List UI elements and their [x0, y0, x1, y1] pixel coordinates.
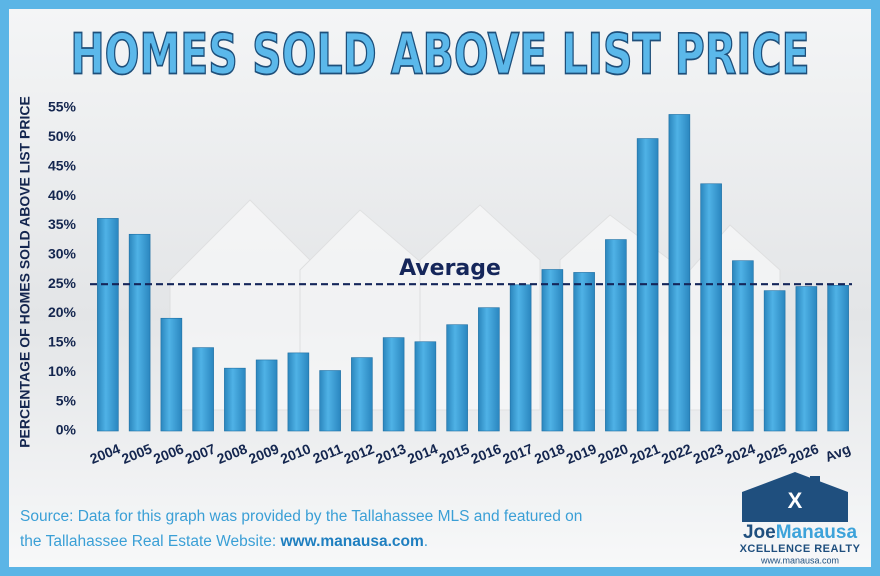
- bar: [160, 317, 183, 432]
- y-tick-label: 25%: [48, 275, 77, 291]
- bar: [509, 284, 532, 432]
- bar: [700, 183, 722, 432]
- y-tick-label: 55%: [48, 99, 77, 115]
- source-end: .: [424, 533, 428, 550]
- y-tick-label: 5%: [56, 392, 77, 408]
- source-text: the Tallahassee Real Estate Website:: [20, 533, 281, 550]
- bar: [541, 269, 564, 432]
- logo: X JoeManausa XCELLENCE REALTY www.manaus…: [740, 472, 861, 565]
- logo-first: Joe: [743, 522, 776, 543]
- bar: [192, 347, 214, 432]
- logo-last: Manausa: [776, 522, 858, 543]
- bar: [668, 114, 691, 432]
- bar: [414, 341, 437, 432]
- bar: [636, 138, 659, 432]
- y-tick-label: 35%: [48, 216, 77, 232]
- bar: [605, 239, 627, 432]
- bar: [478, 307, 500, 432]
- source-line: Source: Data for this graph was provided…: [20, 508, 582, 525]
- bar: [827, 285, 849, 432]
- average-label: Average: [399, 256, 501, 281]
- source-link: www.manausa.com: [280, 533, 424, 550]
- bar: [351, 357, 373, 432]
- y-axis-label: PERCENTAGE OF HOMES SOLD ABOVE LIST PRIC…: [17, 96, 33, 448]
- y-tick-label: 30%: [48, 246, 77, 262]
- logo-name: JoeManausa: [743, 522, 857, 543]
- bar: [97, 218, 119, 432]
- y-tick-label: 20%: [48, 304, 77, 320]
- logo-url: www.manausa.com: [760, 555, 839, 565]
- y-tick-label: 40%: [48, 187, 77, 203]
- bar: [573, 272, 595, 432]
- bar: [128, 233, 151, 432]
- bar: [255, 359, 278, 432]
- bar: [287, 352, 310, 432]
- bar: [763, 290, 786, 432]
- y-tick-label: 45%: [48, 157, 77, 173]
- y-tick-label: 50%: [48, 128, 77, 144]
- logo-mark: X: [788, 488, 803, 513]
- y-tick-label: 15%: [48, 334, 77, 350]
- chart-title: HOMES SOLD ABOVE LIST PRICE: [70, 21, 809, 87]
- bar: [732, 260, 754, 432]
- bar: [795, 286, 818, 432]
- y-tick-label: 0%: [56, 422, 77, 438]
- bar: [446, 324, 468, 432]
- bar: [382, 337, 405, 432]
- y-tick-label: 10%: [48, 363, 77, 379]
- bar: [319, 370, 341, 432]
- bar: [224, 367, 246, 432]
- logo-tagline: XCELLENCE REALTY: [740, 543, 861, 555]
- source-line: the Tallahassee Real Estate Website: www…: [20, 533, 428, 550]
